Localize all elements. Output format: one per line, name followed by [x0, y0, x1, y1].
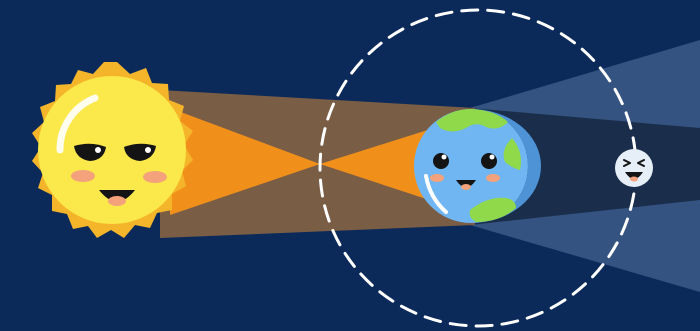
moon — [615, 149, 653, 187]
earth-highlight — [424, 174, 448, 214]
earth-land-top — [436, 109, 508, 132]
earth-left-blush — [430, 174, 444, 182]
moon-left-eye — [623, 159, 631, 167]
earth-land-bottom — [469, 197, 516, 222]
earth — [414, 109, 541, 223]
earth-land-right — [503, 138, 521, 170]
earth-body — [414, 109, 528, 223]
moon-right-eye — [637, 159, 645, 167]
earth-right-eye-shine — [489, 154, 495, 160]
sunlight-core-left — [170, 108, 320, 215]
moon-mouth — [625, 172, 643, 179]
earth-left-eye — [433, 153, 449, 169]
moon-body — [615, 149, 653, 187]
sun-highlight — [56, 94, 99, 154]
earth-tongue — [461, 184, 471, 190]
earth-right-eye — [481, 153, 497, 169]
sun-right-blush — [143, 171, 167, 183]
sun-right-eye-shine — [145, 147, 151, 153]
sun-mouth — [99, 190, 135, 202]
sun-tongue — [108, 196, 126, 206]
sun-left-blush — [71, 170, 95, 182]
earth-mouth — [456, 180, 476, 188]
sun — [32, 62, 193, 238]
earth-shade — [471, 109, 541, 223]
moon-tongue — [630, 176, 638, 182]
earth-left-eye-shine — [441, 154, 447, 160]
sun-left-eye-shine — [95, 147, 101, 153]
earth-right-blush — [486, 174, 500, 182]
